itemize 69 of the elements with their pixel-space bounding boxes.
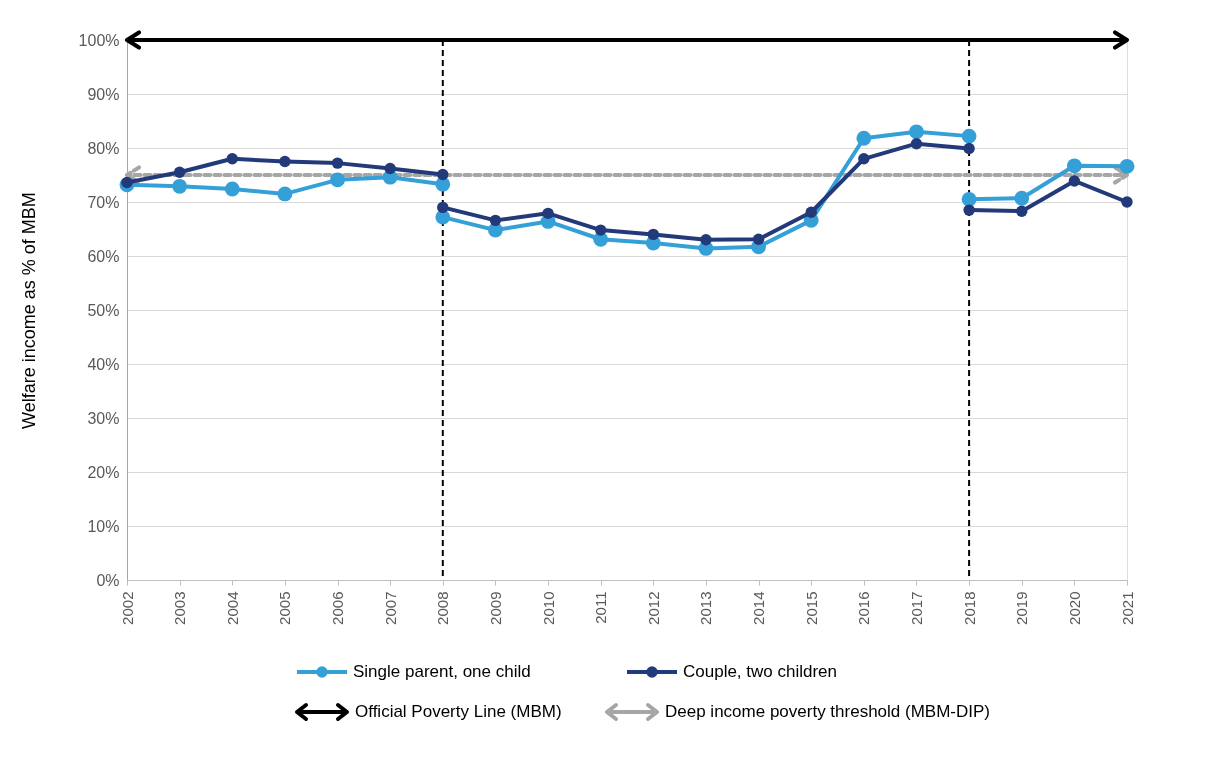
point — [961, 128, 977, 144]
x-tick-label: 2013 — [697, 591, 715, 625]
point — [1068, 175, 1081, 187]
y-tick-label: 90% — [87, 85, 120, 103]
point — [594, 224, 607, 236]
x-tick-label: 2011 — [592, 591, 610, 624]
x-tick-label: 2016 — [855, 591, 873, 625]
point — [1014, 190, 1030, 206]
legend-label: Deep income poverty threshold (MBM-DIP) — [665, 702, 991, 721]
y-axis-title: Welfare income as % of MBM — [18, 192, 39, 429]
x-tick-label: 2014 — [750, 591, 768, 625]
x-tick-label: 2007 — [381, 591, 399, 625]
point — [224, 181, 240, 197]
point — [437, 168, 449, 181]
point — [856, 130, 872, 146]
point — [121, 176, 133, 189]
x-tick-label: 2005 — [276, 591, 294, 625]
y-tick-label: 10% — [87, 517, 120, 535]
point — [330, 172, 345, 188]
point — [1119, 158, 1135, 174]
point — [909, 124, 924, 140]
point — [961, 191, 977, 207]
point — [858, 153, 870, 165]
y-tick-label: 30% — [87, 409, 120, 427]
point — [277, 186, 293, 202]
point — [752, 233, 765, 245]
x-tick-label: 2021 — [1118, 591, 1136, 625]
legend-label: Official Poverty Line (MBM) — [355, 702, 562, 721]
x-tick-label: 2009 — [486, 591, 504, 625]
x-tick-label: 2010 — [539, 591, 557, 625]
y-tick-label: 60% — [87, 247, 120, 265]
point — [172, 178, 188, 194]
point — [1121, 196, 1133, 208]
point — [384, 162, 396, 175]
point — [542, 207, 554, 220]
x-tick-label: 2017 — [907, 591, 925, 625]
x-tick-label: 2015 — [802, 591, 820, 625]
point — [1016, 205, 1028, 217]
x-tick-label: 2006 — [329, 591, 347, 625]
point — [910, 137, 923, 150]
x-tick-label: 2018 — [960, 591, 978, 625]
y-tick-label: 0% — [96, 571, 120, 589]
x-tick-label: 2019 — [1013, 591, 1031, 625]
y-tick-label: 100% — [78, 31, 120, 49]
y-tick-label: 50% — [87, 301, 120, 319]
x-tick-label: 2020 — [1065, 591, 1083, 625]
x-tick-label: 2002 — [118, 591, 136, 625]
point — [489, 214, 502, 227]
point — [226, 153, 238, 165]
y-tick-label: 40% — [87, 355, 120, 373]
x-tick-label: 2004 — [223, 591, 241, 625]
point — [331, 157, 344, 169]
point — [1066, 158, 1082, 174]
x-tick-label: 2003 — [171, 591, 189, 625]
y-tick-label: 20% — [87, 463, 120, 481]
y-tick-label: 80% — [87, 139, 120, 157]
point — [805, 206, 817, 218]
legend-label: Couple, two children — [683, 662, 838, 681]
legend-label: Single parent, one child — [353, 662, 531, 681]
point — [279, 155, 291, 168]
point — [963, 142, 975, 155]
point — [647, 228, 660, 241]
point — [963, 204, 975, 216]
point — [173, 166, 186, 178]
x-tick-label: 2008 — [434, 591, 452, 625]
point — [700, 234, 712, 246]
point — [437, 201, 449, 214]
y-tick-label: 70% — [87, 193, 120, 211]
x-tick-label: 2012 — [644, 591, 662, 625]
